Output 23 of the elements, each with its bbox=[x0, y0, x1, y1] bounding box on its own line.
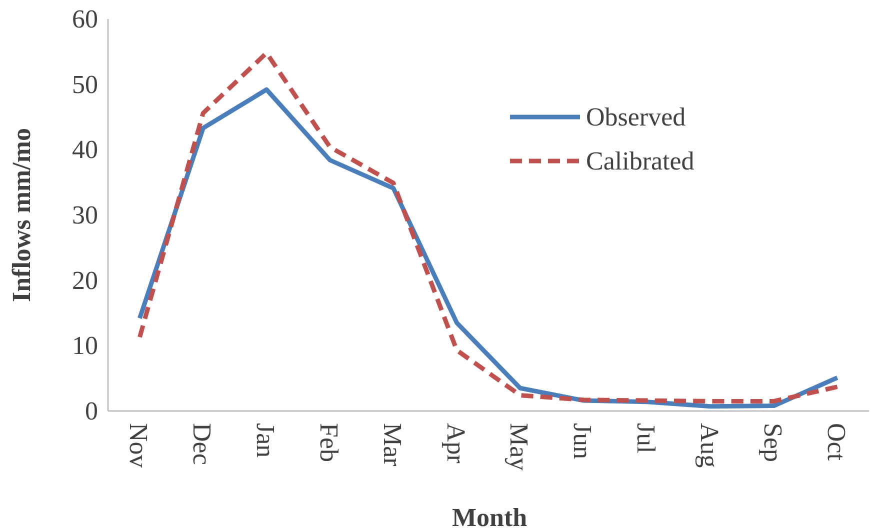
legend-label: Calibrated bbox=[586, 146, 694, 176]
y-tick-label: 30 bbox=[72, 200, 98, 230]
x-tick-label: Jan bbox=[251, 423, 280, 458]
y-tick-label: 60 bbox=[72, 4, 98, 34]
x-tick-label: Jul bbox=[632, 423, 661, 454]
y-axis-title: Inflows mm/mo bbox=[7, 128, 36, 302]
x-tick-label: Dec bbox=[188, 423, 217, 465]
y-tick-label: 20 bbox=[72, 266, 98, 295]
y-tick-label: 40 bbox=[72, 135, 98, 164]
x-tick-label: Jun bbox=[568, 423, 598, 460]
y-tick-label: 10 bbox=[72, 331, 98, 360]
x-tick-label: May bbox=[504, 423, 534, 471]
x-tick-label: Sep bbox=[758, 423, 788, 462]
y-tick-label: 0 bbox=[85, 396, 98, 426]
x-tick-label: Mar bbox=[378, 423, 407, 467]
x-tick-label: Oct bbox=[822, 423, 851, 462]
x-tick-label: Apr bbox=[441, 423, 470, 464]
y-tick-label: 50 bbox=[72, 70, 98, 99]
x-tick-label: Feb bbox=[314, 423, 344, 462]
x-tick-label: Nov bbox=[124, 423, 154, 468]
x-tick-label: Aug bbox=[694, 423, 724, 468]
legend-label: Observed bbox=[586, 102, 686, 132]
x-axis-title: Month bbox=[452, 503, 528, 532]
